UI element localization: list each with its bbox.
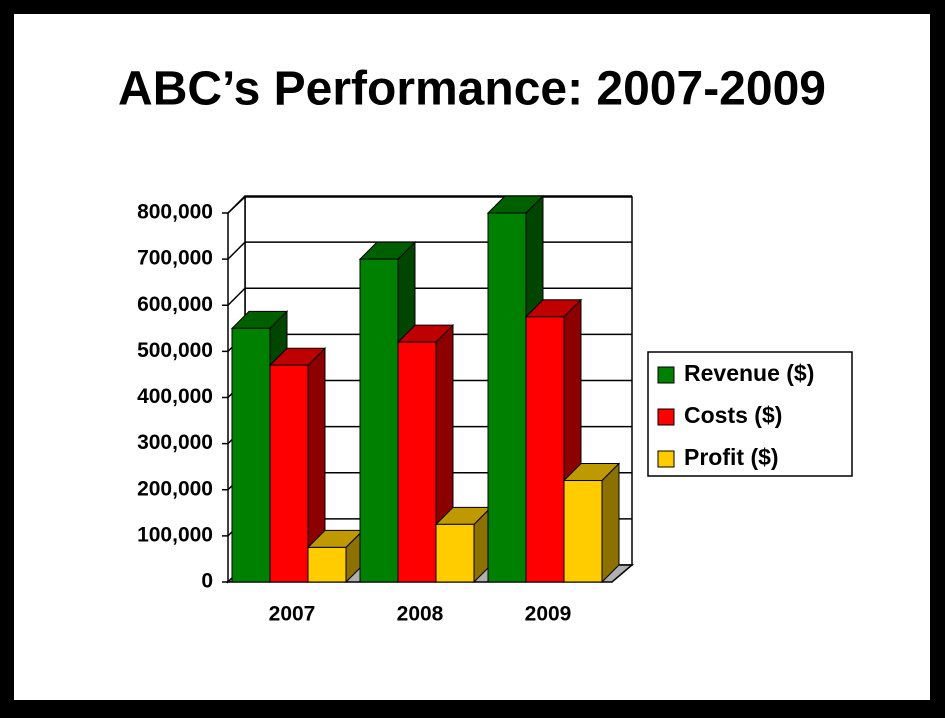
bar-front	[563, 480, 603, 583]
bar-side	[601, 462, 620, 584]
x-tick-label: 2008	[397, 603, 444, 626]
y-tick-label: 800,000	[137, 201, 213, 224]
bar-front	[435, 523, 475, 583]
bar-front	[269, 364, 309, 583]
grid-line	[227, 195, 632, 214]
y-tick-label: 300,000	[137, 431, 213, 454]
legend-swatch	[657, 450, 675, 468]
legend-swatch	[657, 408, 675, 426]
legend-label: Costs ($)	[684, 402, 782, 428]
bar	[268, 347, 327, 584]
y-tick-label: 400,000	[137, 385, 213, 408]
x-tick-label: 2007	[269, 603, 316, 626]
y-tick-label: 200,000	[137, 477, 213, 500]
y-tick-label: 100,000	[137, 523, 213, 546]
bar-front	[307, 546, 347, 583]
bar-front	[397, 341, 437, 583]
bar-front	[231, 327, 271, 583]
bar	[434, 506, 493, 584]
bar	[306, 529, 365, 584]
bar	[562, 462, 621, 584]
legend-label: Revenue ($)	[684, 360, 814, 386]
bar-front	[487, 212, 527, 583]
bar-front	[525, 316, 565, 583]
bar-front	[359, 258, 399, 583]
y-tick-label: 500,000	[137, 339, 213, 362]
y-tick-label: 0	[201, 570, 213, 593]
y-tick-label: 600,000	[137, 293, 213, 316]
chart-title: ABC’s Performance: 2007-2009	[118, 63, 826, 116]
legend-label: Profit ($)	[684, 444, 779, 470]
y-tick-label: 700,000	[137, 247, 213, 270]
legend-swatch	[657, 366, 675, 384]
legend	[647, 351, 853, 477]
x-tick-label: 2009	[525, 603, 572, 626]
